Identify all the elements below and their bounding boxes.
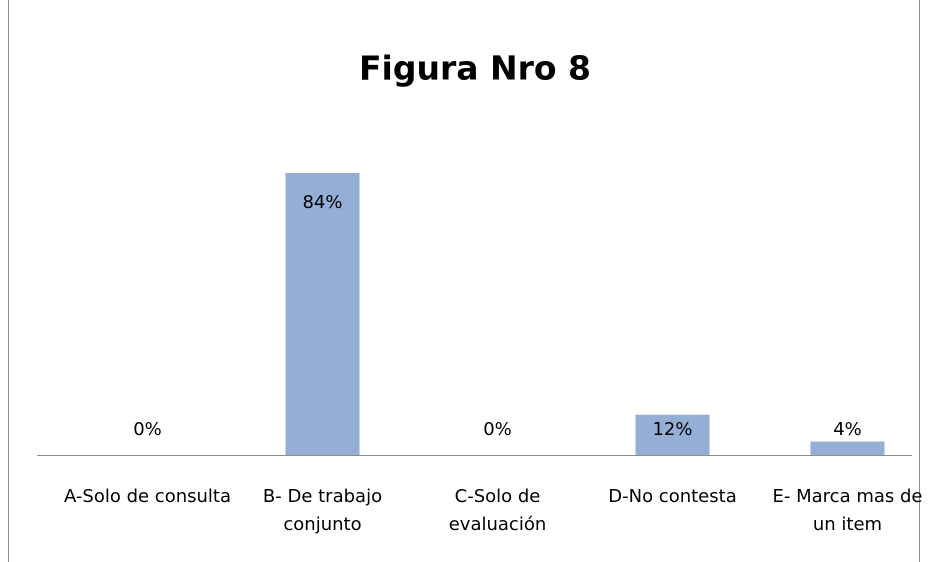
bar [285,173,360,455]
value-label: 12% [652,419,692,440]
chart-frame [8,0,920,562]
value-label: 0% [133,419,162,440]
x-tick-label: C-Solo de evaluación [448,486,547,535]
x-tick-label: A-Solo de consulta [63,486,231,507]
value-label: 84% [302,192,342,213]
chart-title: Figura Nro 8 [359,49,591,88]
bar [810,441,885,455]
x-tick-label: B- De trabajo conjunto [262,486,383,535]
value-label: 0% [483,419,512,440]
value-label: 4% [833,419,862,440]
x-tick-label: E- Marca mas de un item [772,486,923,535]
x-tick-label: D-No contesta [608,486,737,507]
bar [635,414,710,455]
